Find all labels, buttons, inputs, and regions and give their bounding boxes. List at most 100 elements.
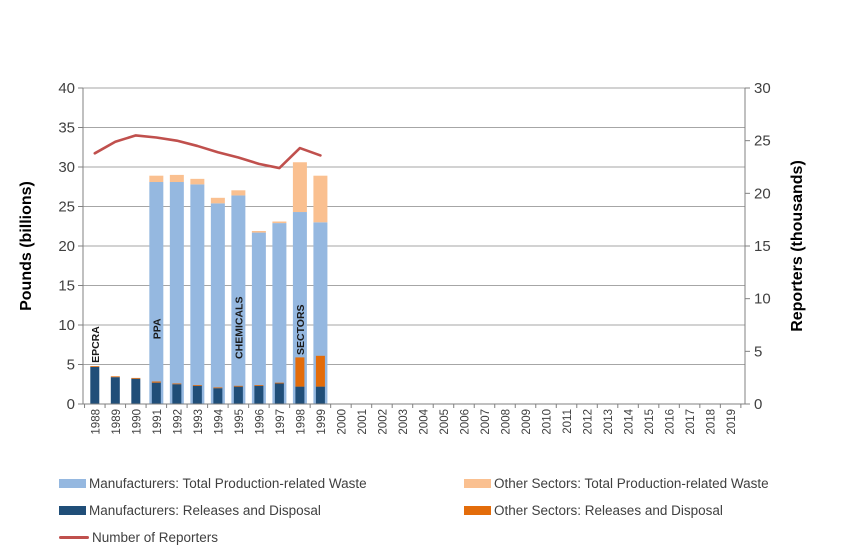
right-axis-tick-label: 20 — [754, 185, 771, 202]
x-axis-category-label: 2009 — [521, 409, 533, 435]
right-axis-tick-label: 5 — [754, 343, 762, 360]
annotation-ppa: PPA — [151, 318, 163, 339]
bar-segment — [192, 385, 202, 386]
bar-segment — [90, 366, 100, 404]
right-axis-tick-label: 30 — [754, 80, 771, 97]
bar-segment — [131, 377, 141, 379]
bar-segment — [110, 377, 120, 404]
x-axis-category-label: 2019 — [726, 409, 738, 435]
annotation-sectors: SECTORS — [295, 304, 307, 355]
x-axis-category-label: 1999 — [316, 409, 328, 435]
x-axis-category-label: 1993 — [193, 409, 205, 435]
left-axis-tick-label: 35 — [58, 120, 75, 137]
annotation-epcra: EPCRA — [90, 326, 102, 363]
left-axis-tick-label: 0 — [67, 396, 75, 413]
right-axis-tick-label: 0 — [754, 396, 762, 413]
bar-segment — [251, 230, 266, 233]
x-axis-category-label: 2010 — [542, 409, 554, 435]
legend-label: Other Sectors: Total Production-related … — [494, 475, 769, 491]
left-axis-tick-label: 30 — [58, 159, 75, 176]
x-axis-category-label: 2012 — [583, 409, 595, 435]
x-axis-category-label: 1988 — [90, 409, 102, 435]
legend-item-manufacturers-releases: Manufacturers: Releases and Disposal — [59, 502, 321, 518]
x-axis-category-label: 1996 — [254, 409, 266, 435]
x-axis-category-label: 2011 — [562, 409, 574, 434]
x-axis-category-label: 1994 — [213, 408, 225, 434]
bar-segment — [172, 384, 182, 404]
x-axis-category-label: 1989 — [111, 409, 123, 435]
legend-swatch-manufacturers-waste-icon — [59, 478, 86, 488]
x-axis-category-label: 2002 — [377, 409, 389, 435]
x-axis-category-label: 2013 — [603, 409, 615, 435]
chart-plot: 0 5 10 15 20 25 30 35 40 0 5 10 15 20 25 30 1988 1989 1990… — [58, 80, 771, 435]
bar-segment — [272, 223, 287, 404]
left-axis-title: Pounds (billions) — [18, 181, 35, 311]
x-axis-category-label: 2006 — [459, 409, 471, 435]
bar-segment — [190, 184, 205, 404]
bar-segment — [149, 175, 164, 183]
x-axis-category-label: 1990 — [131, 409, 143, 435]
x-axis-category-label: 2008 — [501, 409, 513, 435]
right-axis-tick-label: 15 — [754, 238, 771, 255]
bar-segment — [131, 378, 141, 404]
legend-label: Other Sectors: Releases and Disposal — [494, 502, 723, 518]
reporters-line — [93, 134, 322, 170]
x-axis-category-label: 1991 — [152, 409, 164, 435]
bar-segment — [231, 195, 246, 404]
bar-segment — [210, 197, 225, 204]
bar-segment — [251, 232, 266, 404]
x-axis-category-label: 2017 — [685, 409, 697, 435]
bar-segment — [169, 182, 184, 404]
bar-segment — [313, 175, 328, 223]
legend-label: Number of Reporters — [92, 529, 219, 545]
legend-item-number-of-reporters: Number of Reporters — [59, 529, 218, 545]
bar-segment — [213, 388, 223, 404]
bar-segment — [254, 385, 264, 404]
bar-segment — [190, 178, 205, 185]
x-axis-category-label: 2015 — [644, 409, 656, 435]
bar-segment — [172, 383, 182, 385]
x-axis-category-label: 2004 — [418, 408, 430, 434]
legend-label: Manufacturers: Total Production-related … — [89, 475, 367, 491]
bar-segment — [210, 203, 225, 404]
bar-segment — [149, 182, 164, 404]
bar-segment — [292, 212, 307, 404]
right-axis-tick-label: 25 — [754, 133, 771, 150]
bar-segment — [295, 386, 305, 404]
x-axis-category-label: 2000 — [336, 409, 348, 435]
bar-segment — [231, 190, 246, 196]
bar-segment — [169, 174, 184, 183]
bar-segment — [90, 366, 100, 367]
x-axis-category-label: 2016 — [665, 409, 677, 435]
bar-segment — [233, 386, 243, 404]
bar-segment — [295, 357, 305, 387]
legend-item-other-sectors-releases: Other Sectors: Releases and Disposal — [464, 502, 723, 518]
left-axis-tick-label: 25 — [58, 199, 75, 216]
x-axis-category-label: 2005 — [439, 409, 451, 435]
legend-swatch-other-sectors-releases-icon — [464, 505, 491, 515]
bar-segment — [272, 221, 287, 224]
right-axis-tick-label: 10 — [754, 291, 771, 308]
bar-segment — [233, 385, 243, 387]
bar-segment — [254, 385, 264, 386]
bar-segment — [110, 376, 120, 378]
bar-segment — [192, 385, 202, 404]
bar-segment — [315, 386, 325, 404]
x-axis-category-label: 1998 — [295, 409, 307, 435]
x-axis-category-label: 2001 — [357, 409, 369, 435]
annotation-chemicals: CHEMICALS — [233, 297, 245, 359]
left-axis-tick-label: 20 — [58, 238, 75, 255]
legend-item-other-sectors-waste: Other Sectors: Total Production-related … — [464, 475, 769, 491]
legend-swatch-other-sectors-waste-icon — [464, 478, 491, 488]
bar-segment — [274, 382, 284, 384]
bar-segment — [292, 162, 307, 213]
bar-segment — [274, 383, 284, 404]
left-axis-tick-label: 10 — [58, 317, 75, 334]
legend-item-manufacturers-waste: Manufacturers: Total Production-related … — [59, 475, 367, 491]
x-axis-category-label: 2014 — [624, 408, 636, 434]
legend-swatch-reporters-line-icon — [59, 535, 89, 539]
bar-segment — [151, 381, 161, 383]
left-axis-tick-label: 15 — [58, 278, 75, 295]
x-axis-category-label: 1997 — [275, 409, 287, 435]
